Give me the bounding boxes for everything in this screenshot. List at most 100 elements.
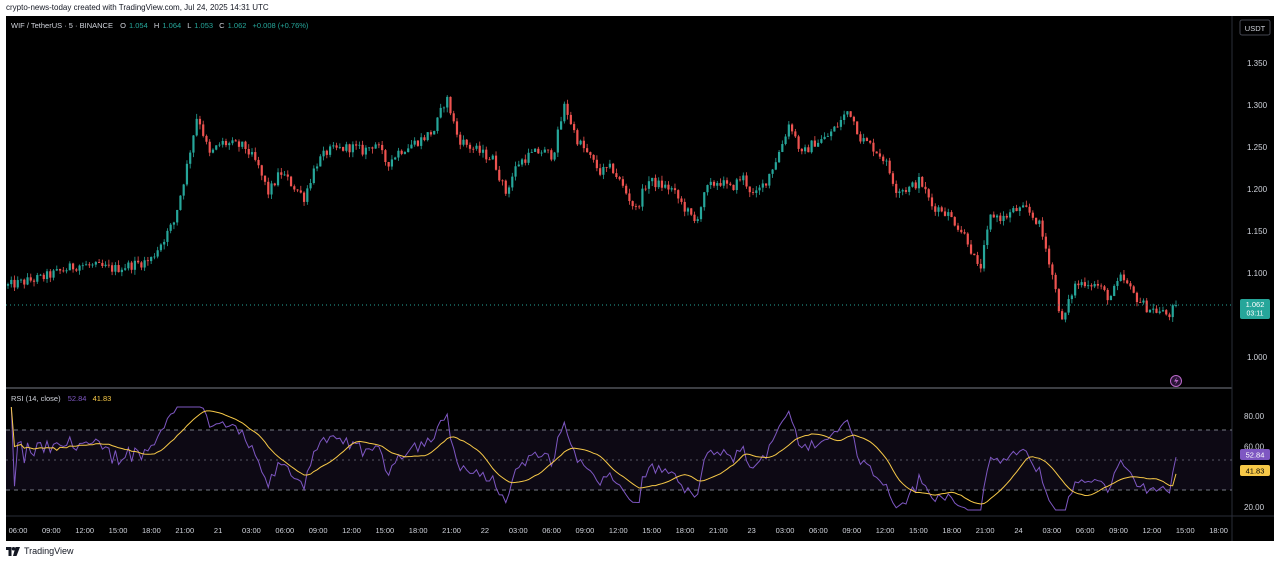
candle-body [735, 179, 738, 191]
candle-body [699, 207, 703, 220]
candle-body [768, 173, 771, 186]
candle-body [156, 250, 159, 257]
lightning-icon[interactable] [1170, 375, 1182, 387]
candle-body [817, 142, 820, 147]
candle-body [758, 187, 761, 191]
time-axis[interactable]: 06:00 09:00 12:00 15:00 18:00 21:00 21 03:00 06:… [9, 526, 1228, 535]
rsi-legend[interactable]: RSI (14, close) 52.84 41.83 [11, 394, 111, 403]
price-badge-countdown: 03:11 [1247, 311, 1264, 318]
high-value: 1.064 [162, 21, 181, 30]
candle-body [725, 180, 729, 184]
candle-body [472, 148, 475, 150]
symbol-legend[interactable]: WIF / TetherUS · 5 · BINANCE O 1.054 H 1… [11, 21, 309, 30]
candle-body [559, 121, 563, 130]
price-tick-label: 1.200 [1247, 185, 1268, 194]
time-tick-label: 09:00 [1109, 526, 1128, 535]
currency-button[interactable]: USDT [1239, 19, 1271, 36]
candle-body [280, 172, 283, 175]
candle-body [751, 192, 755, 193]
candle-body [784, 136, 787, 145]
tradingview-logo[interactable]: TradingView [6, 544, 74, 558]
candle-body [416, 140, 420, 146]
candle-body [364, 147, 367, 155]
candle-body [198, 118, 202, 125]
candle-body [602, 166, 605, 175]
candle-body [719, 183, 722, 186]
candle-body [1051, 264, 1054, 275]
candle-body [485, 149, 488, 160]
rsi-tick-label: 60.00 [1244, 442, 1265, 451]
candle-body [1168, 314, 1171, 318]
candle-body [446, 96, 449, 108]
candle-body [1008, 212, 1012, 218]
candle-body [55, 269, 58, 271]
rsi-line [10, 406, 1177, 511]
candle-body [885, 160, 888, 162]
candle-body [312, 168, 315, 184]
candle-body [550, 150, 553, 160]
candle-body [208, 141, 211, 153]
candle-body [667, 184, 670, 190]
candle-body [722, 180, 725, 186]
candle-body [273, 183, 276, 186]
candle-body [1135, 292, 1139, 303]
candle-body [296, 189, 299, 191]
price-axis[interactable]: 1.350 1.300 1.250 1.200 1.150 1.100 1.000 [1247, 59, 1268, 362]
candle-body [355, 144, 358, 146]
candle-body [400, 150, 403, 154]
candle-body [247, 148, 250, 155]
candle-body [930, 197, 934, 207]
candle-body [904, 190, 908, 192]
candle-body [638, 206, 641, 208]
candle-body [26, 277, 29, 285]
candle-body [371, 147, 374, 149]
candle-body [576, 130, 579, 145]
candle-body [192, 135, 195, 153]
candle-body [1087, 285, 1090, 287]
candle-body [777, 151, 781, 163]
time-tick-label: 06:00 [809, 526, 828, 535]
time-tick-label: 09:00 [42, 526, 61, 535]
candle-body [618, 177, 621, 180]
candle-body [23, 279, 26, 285]
candle-body [599, 168, 602, 175]
candle-body [875, 151, 878, 154]
candle-body [517, 164, 520, 167]
candle-body [1096, 284, 1100, 286]
candle-body [107, 264, 110, 266]
chart-canvas[interactable]: WIF / TetherUS · 5 · BINANCE O 1.054 H 1… [6, 16, 1274, 541]
candle-body [88, 264, 91, 266]
candle-body [592, 154, 595, 160]
time-tick-label: 15:00 [109, 526, 128, 535]
candle-body [276, 172, 280, 186]
candle-body [530, 151, 533, 153]
candle-body [1080, 282, 1083, 286]
candle-body [478, 145, 481, 153]
candle-body [78, 265, 81, 271]
candle-body [625, 185, 628, 194]
candle-body [52, 270, 55, 278]
candle-body [966, 233, 969, 245]
candle-body [104, 264, 107, 267]
candle-body [716, 183, 719, 186]
candle-body [10, 279, 13, 285]
candle-body [16, 280, 19, 288]
rsi-axis[interactable]: 80.00 60.00 20.00 [1244, 412, 1265, 512]
candle-body [1152, 308, 1155, 310]
candle-body [664, 184, 667, 188]
price-badge: 1.062 03:11 [1240, 299, 1270, 320]
candle-body [748, 186, 751, 193]
candle-body [553, 152, 556, 160]
candle-body [641, 188, 644, 207]
candle-body [833, 126, 836, 132]
candle-body [120, 269, 123, 273]
candle-body [306, 188, 309, 202]
rsi-tick-label: 80.00 [1244, 412, 1265, 421]
candle-body [1109, 295, 1113, 301]
candle-body [19, 279, 23, 281]
candle-body [140, 262, 143, 268]
time-tick-label: 03:00 [242, 526, 261, 535]
candle-body [612, 163, 615, 174]
candle-body [267, 181, 270, 195]
symbol-name: WIF / TetherUS · 5 · BINANCE [11, 21, 113, 30]
